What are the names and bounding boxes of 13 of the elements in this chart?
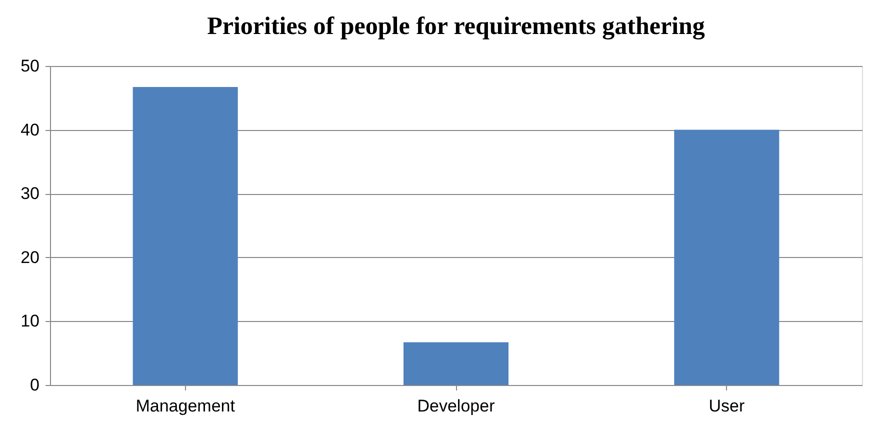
bar: [132, 87, 238, 385]
x-tick-label: Developer: [417, 396, 496, 416]
y-tick-label: 0: [30, 376, 40, 394]
y-tick-label: 40: [20, 120, 40, 140]
y-tick-label: 10: [20, 312, 40, 331]
x-tick-label: User: [708, 396, 745, 416]
x-tick-label: Management: [136, 396, 236, 416]
y-tick-label: 20: [20, 248, 40, 267]
y-tick-label: 30: [20, 184, 40, 204]
bar: [674, 130, 780, 385]
bar: [404, 342, 508, 385]
y-tick-label: 50: [20, 56, 40, 76]
chart-title: Priorities of people for requirements gathering: [207, 13, 706, 40]
